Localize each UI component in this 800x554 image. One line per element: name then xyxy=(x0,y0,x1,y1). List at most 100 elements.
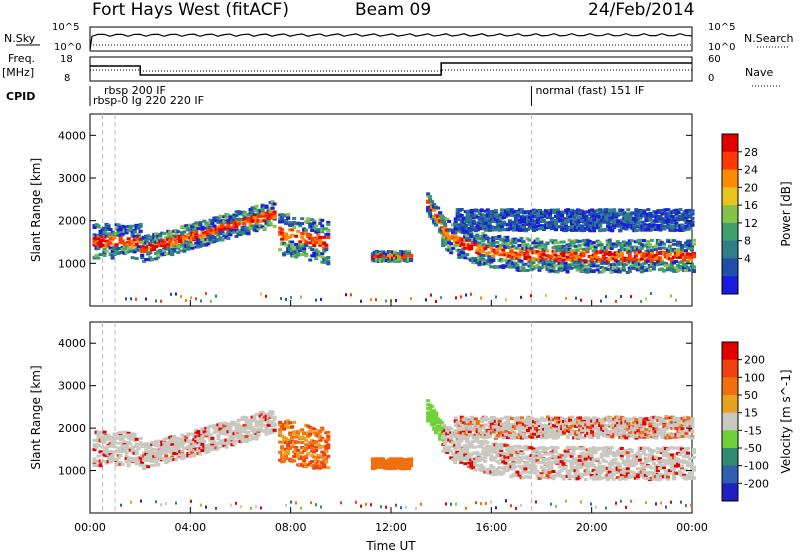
power-cell xyxy=(148,251,153,255)
power-cell xyxy=(449,242,454,246)
power-cell xyxy=(573,251,578,255)
power-cell xyxy=(687,258,692,262)
velocity-cell xyxy=(252,414,257,418)
power-cell xyxy=(552,208,557,212)
power-cell xyxy=(545,241,550,245)
velocity-cell xyxy=(92,459,97,463)
power-cell xyxy=(438,216,443,220)
power-cell xyxy=(655,241,660,245)
power-cell xyxy=(573,253,578,257)
velocity-cell xyxy=(166,441,171,445)
velocity-cell xyxy=(158,440,163,444)
power-cell xyxy=(513,261,518,265)
velocity-cell xyxy=(120,442,125,446)
power-cell xyxy=(654,227,659,231)
power-cell xyxy=(248,217,253,221)
power-cell xyxy=(529,249,534,253)
velocity-cell xyxy=(438,435,443,439)
velocity-cell xyxy=(166,459,171,463)
power-cell xyxy=(579,251,584,255)
power-cell xyxy=(509,261,514,265)
power-cell xyxy=(326,229,331,233)
power-cell xyxy=(477,209,482,213)
velocity-cell xyxy=(232,423,237,427)
power-cell xyxy=(673,251,678,255)
power-cell xyxy=(601,267,606,271)
power-cell xyxy=(612,221,617,225)
power-cell xyxy=(626,224,631,228)
power-cell xyxy=(312,221,317,225)
velocity-cell xyxy=(280,456,285,460)
power-cell xyxy=(639,246,644,250)
power-cell xyxy=(142,236,147,240)
power-cell xyxy=(124,250,129,254)
velocity-cell xyxy=(443,440,448,444)
power-cell xyxy=(580,214,585,218)
power-cell xyxy=(178,249,183,253)
power-cell xyxy=(148,258,153,262)
power-cell xyxy=(683,252,688,256)
velocity-cell xyxy=(288,446,293,450)
power-cell xyxy=(489,217,494,221)
power-cell xyxy=(503,223,508,227)
power-cell xyxy=(666,224,671,228)
power-cell xyxy=(104,243,109,247)
velocity-cell xyxy=(164,457,169,461)
power-cell xyxy=(675,240,680,244)
power-cell xyxy=(250,216,255,220)
power-cell xyxy=(597,259,602,263)
velocity-cell xyxy=(224,432,229,436)
power-cell xyxy=(192,232,197,236)
power-cell xyxy=(296,249,301,253)
velocity-cell xyxy=(320,460,325,464)
velocity-cell xyxy=(306,431,311,435)
power-cell xyxy=(643,243,648,247)
nsearch-label: N.Search xyxy=(744,32,794,45)
power-cell xyxy=(302,247,307,251)
power-cell xyxy=(134,257,139,261)
velocity-cell xyxy=(322,444,327,448)
velocity-cell xyxy=(278,430,283,434)
power-cell xyxy=(687,246,692,250)
power-cell xyxy=(547,254,552,258)
power-cell xyxy=(268,207,273,211)
velocity-cell xyxy=(270,410,275,414)
power-cell xyxy=(228,217,233,221)
power-cell xyxy=(620,221,625,225)
power-cell xyxy=(549,239,554,243)
velocity-cell xyxy=(240,417,245,421)
power-cell xyxy=(629,245,634,249)
power-cell xyxy=(158,244,163,248)
power-cell xyxy=(664,208,669,212)
power-cell xyxy=(676,209,681,213)
power-cell xyxy=(453,237,458,241)
power-colorbar-segment xyxy=(722,258,738,277)
velocity-cell xyxy=(300,437,305,441)
power-cell xyxy=(543,265,548,269)
power-cell xyxy=(499,264,504,268)
velocity-cell xyxy=(266,420,271,424)
power-cell xyxy=(631,247,636,251)
power-cell xyxy=(624,223,629,227)
power-cell xyxy=(525,217,530,221)
power-cell xyxy=(529,258,534,262)
power-cell xyxy=(312,244,317,248)
velocity-cell xyxy=(278,422,283,426)
velocity-cell xyxy=(160,451,165,455)
velocity-cell xyxy=(166,450,171,454)
power-cell xyxy=(320,218,325,222)
velocity-cell xyxy=(244,418,249,422)
power-cell xyxy=(581,261,586,265)
power-cell xyxy=(136,225,141,229)
power-cell xyxy=(176,250,181,254)
velocity-cell xyxy=(254,434,259,438)
power-cell xyxy=(658,224,663,228)
power-cell xyxy=(507,259,512,263)
power-cell xyxy=(623,259,628,263)
power-cell xyxy=(224,213,229,217)
power-cell xyxy=(114,227,119,231)
velocity-cell xyxy=(138,441,143,445)
velocity-cell xyxy=(322,465,327,469)
power-cell xyxy=(630,225,635,229)
power-cell xyxy=(613,245,618,249)
